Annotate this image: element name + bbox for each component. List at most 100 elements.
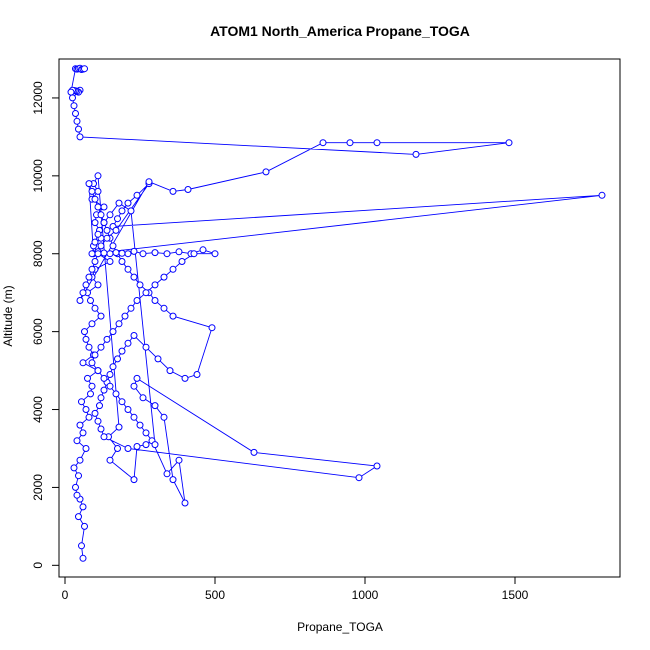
data-point (199, 246, 207, 254)
data-point (94, 250, 102, 258)
data-point (85, 413, 93, 421)
data-point (69, 94, 76, 102)
data-point (175, 456, 183, 464)
data-point (169, 265, 177, 273)
data-point (82, 335, 90, 343)
data-point (127, 207, 135, 215)
data-point (139, 250, 147, 258)
x-tick-label: 500 (205, 588, 225, 602)
data-point (114, 445, 121, 452)
data-point (133, 297, 141, 304)
data-point (151, 441, 159, 449)
data-point (133, 443, 141, 450)
data-point (79, 554, 87, 562)
y-axis-label: Altitude (m) (1, 285, 15, 346)
data-point (130, 273, 138, 281)
data-point (211, 250, 219, 258)
y-tick-label: 10000 (31, 159, 45, 193)
data-point (118, 258, 126, 265)
data-point (130, 382, 138, 390)
data-point (81, 328, 88, 336)
data-point (75, 472, 82, 480)
data-point (118, 398, 126, 406)
data-point (85, 180, 93, 188)
data-point (76, 456, 84, 464)
data-point (151, 402, 159, 410)
data-point (94, 281, 102, 289)
data-point (73, 117, 81, 125)
y-tick-label: 0 (31, 562, 45, 569)
data-point (109, 328, 117, 336)
data-point (142, 441, 150, 449)
data-point (91, 195, 99, 203)
data-point (85, 273, 93, 281)
data-point (75, 513, 82, 521)
data-point (87, 390, 94, 398)
data-point (100, 219, 108, 227)
data-point (412, 150, 420, 158)
series-layer (67, 64, 606, 562)
data-point (193, 371, 201, 378)
data-point (87, 297, 94, 304)
data-point (139, 394, 147, 402)
data-point (73, 437, 81, 445)
data-point (84, 374, 91, 382)
x-tick-label: 1500 (502, 588, 529, 602)
data-point (94, 172, 102, 180)
data-point (112, 226, 120, 234)
data-point (112, 390, 120, 398)
data-point (81, 522, 88, 530)
data-point (106, 211, 114, 219)
data-point (79, 359, 87, 367)
data-point (100, 374, 108, 382)
data-point (76, 297, 84, 304)
data-point (124, 339, 132, 347)
data-point (121, 312, 129, 320)
y-tick-label: 4000 (31, 396, 45, 423)
data-point (109, 363, 117, 371)
data-point (118, 347, 126, 355)
data-point (81, 65, 88, 73)
y-tick-label: 6000 (31, 318, 45, 345)
data-point (208, 324, 216, 332)
data-point (163, 470, 171, 478)
data-point (262, 168, 270, 176)
data-point (72, 483, 79, 491)
data-point (106, 250, 114, 258)
data-point (76, 133, 84, 141)
data-point (100, 249, 108, 257)
data-point (160, 273, 168, 281)
data-point (103, 234, 111, 242)
data-point (91, 258, 99, 265)
y-axis: 0 2000 4000 6000 8000 10000 12000 (31, 81, 60, 569)
data-point (106, 382, 114, 390)
data-point (82, 406, 90, 413)
data-point (70, 464, 78, 472)
data-point (94, 230, 102, 238)
data-point (100, 433, 108, 441)
data-point (78, 398, 85, 406)
data-point (151, 297, 159, 304)
data-point (76, 421, 84, 429)
data-point (151, 281, 159, 289)
data-point (145, 178, 153, 186)
data-point (124, 265, 132, 273)
data-point (88, 359, 96, 367)
data-point (70, 102, 78, 110)
data-point (124, 445, 132, 452)
data-point (85, 343, 93, 351)
data-point (373, 462, 381, 470)
data-point (97, 312, 105, 320)
data-point (175, 248, 183, 256)
data-point (88, 187, 96, 195)
data-point (124, 406, 132, 413)
data-point (97, 242, 105, 250)
data-point (184, 186, 192, 193)
data-point (79, 503, 87, 511)
data-point (163, 250, 171, 258)
data-point (72, 110, 79, 117)
data-point (142, 429, 150, 437)
data-point (169, 312, 177, 320)
data-point (114, 215, 121, 223)
data-point (115, 320, 123, 328)
